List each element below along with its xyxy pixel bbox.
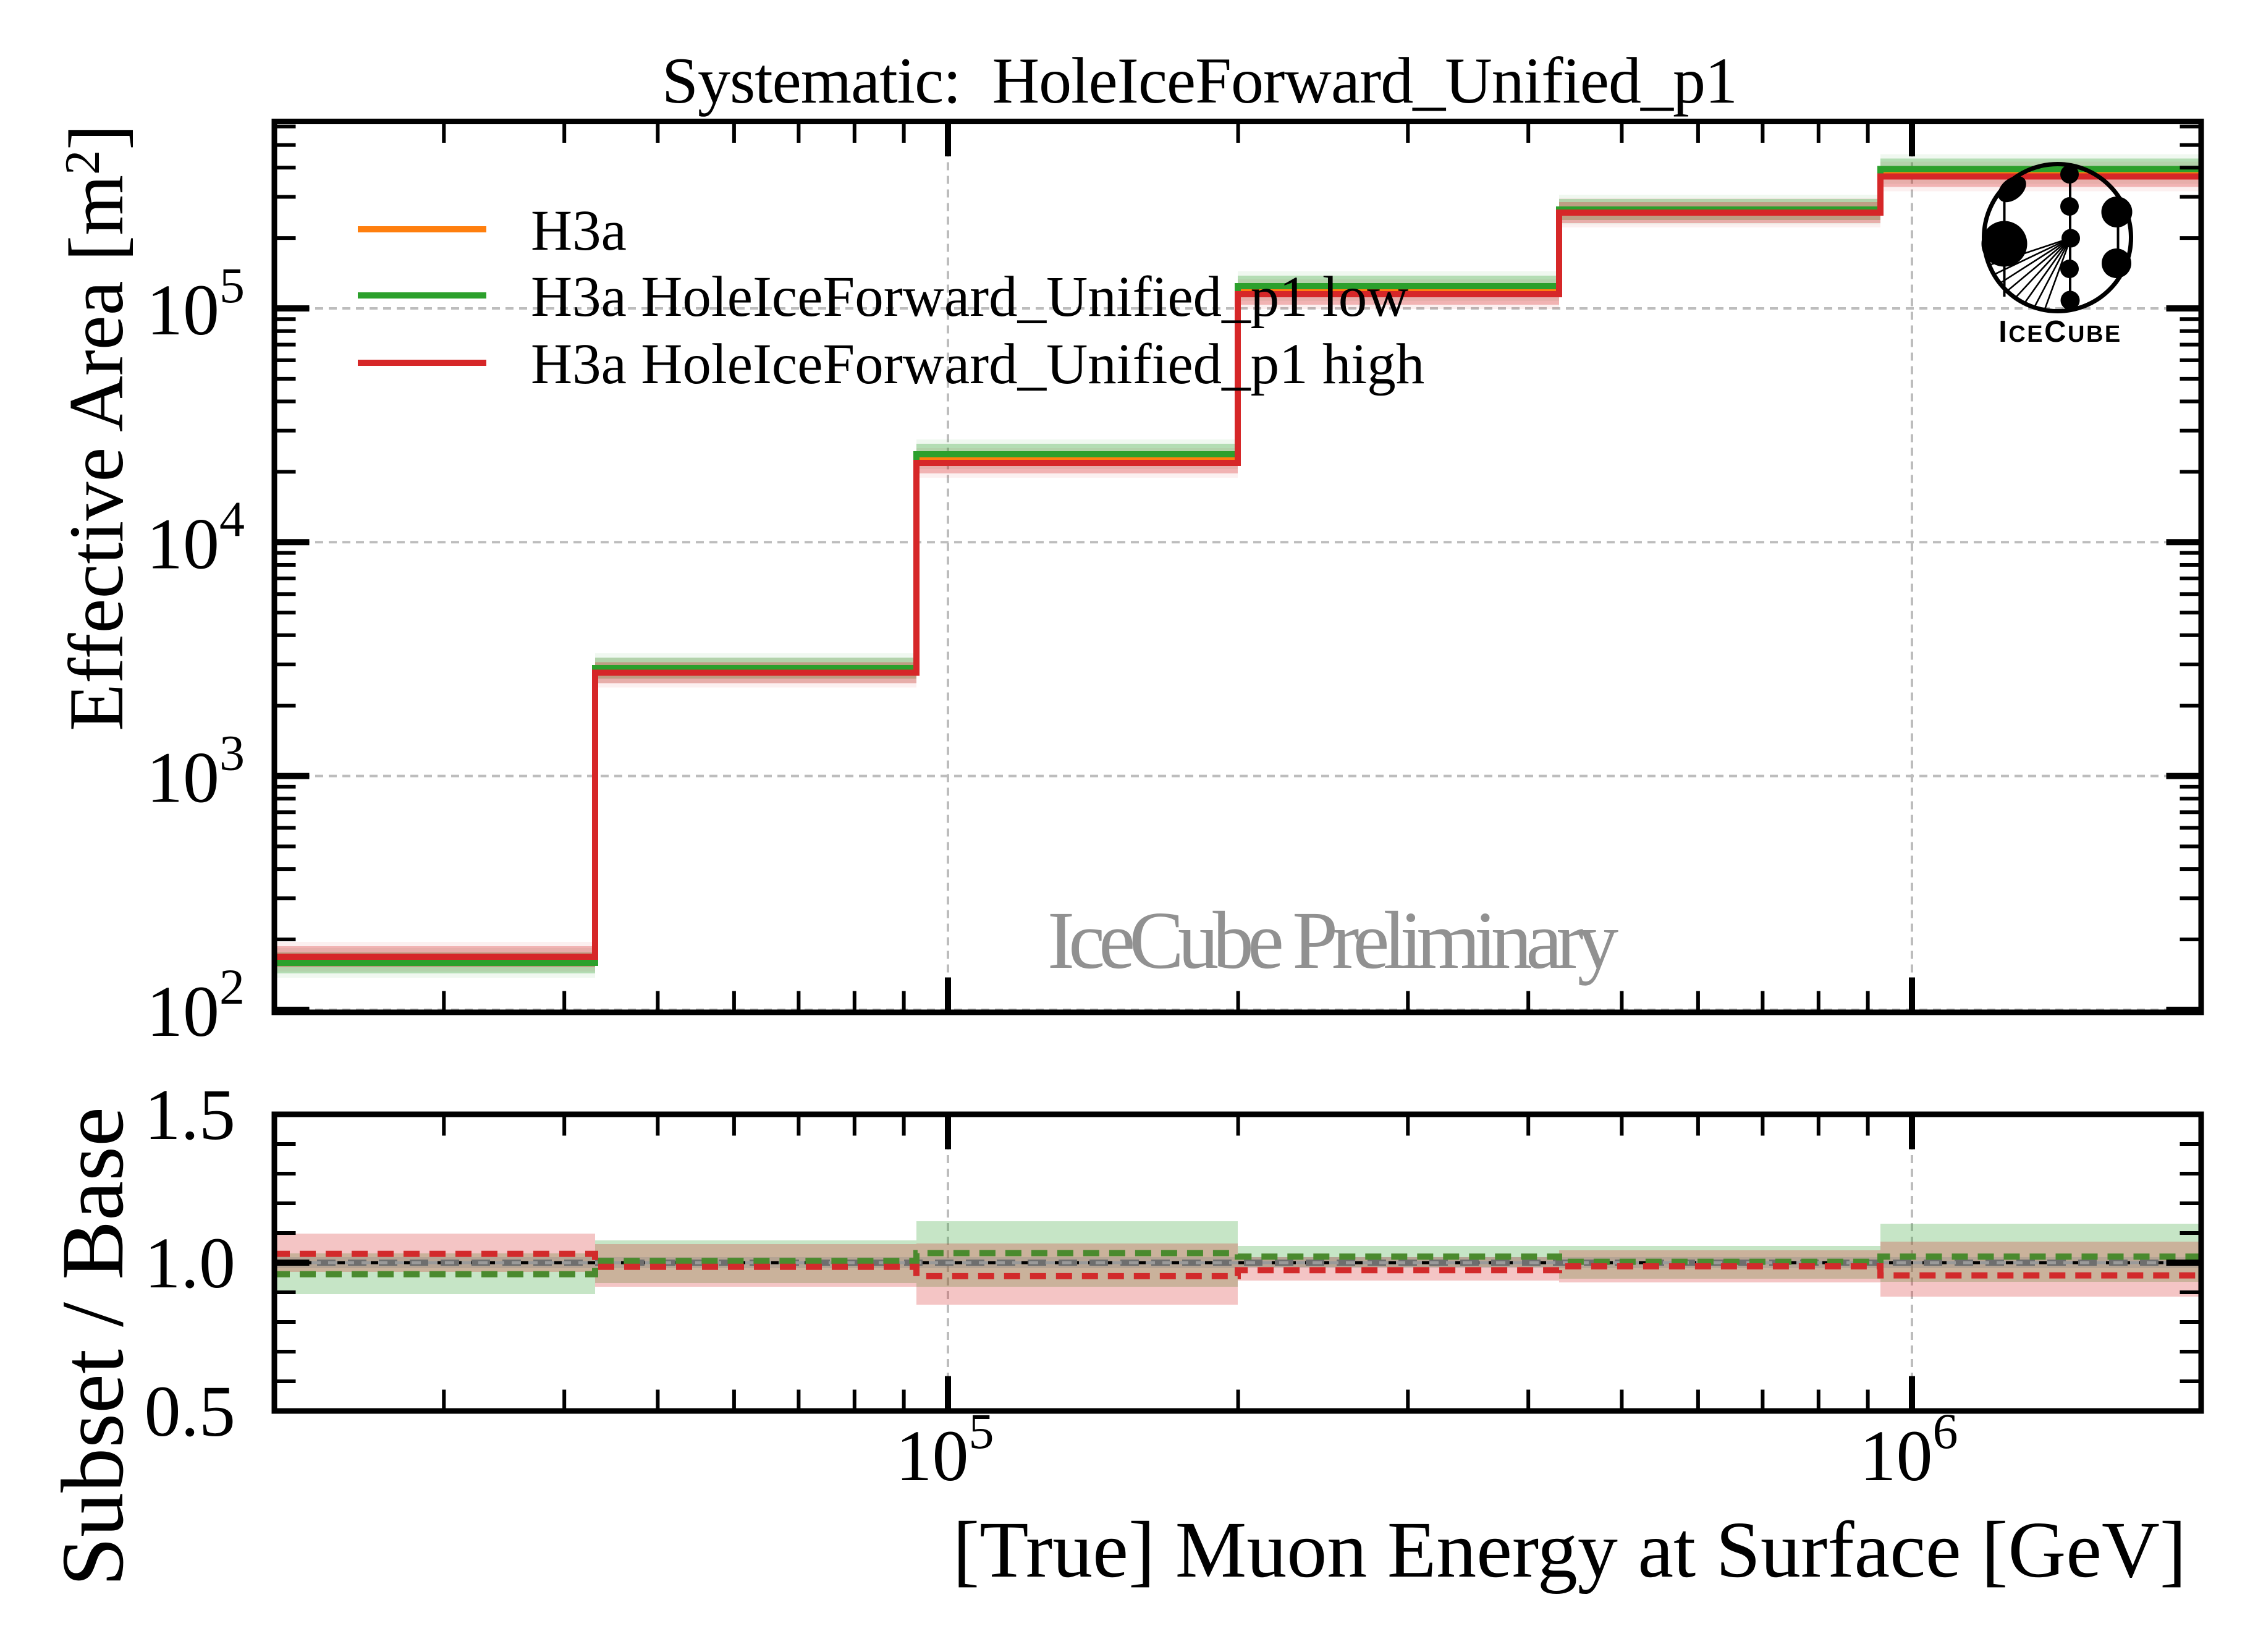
svg-text:H3a: H3a — [531, 199, 627, 263]
svg-text:1.0: 1.0 — [145, 1222, 236, 1303]
svg-text:ICECUBE: ICECUBE — [1998, 315, 2122, 349]
svg-text:0.5: 0.5 — [145, 1371, 236, 1452]
svg-text:Effective Area [m2]: Effective Area [m2] — [54, 124, 140, 731]
svg-text:105: 105 — [146, 257, 245, 350]
svg-text:1.5: 1.5 — [145, 1074, 236, 1155]
svg-text:H3a HoleIceForward_Unified_p1: H3a HoleIceForward_Unified_p1 low — [531, 265, 1408, 329]
svg-text:[True] Muon Energy at Surface: [True] Muon Energy at Surface [GeV] — [953, 1506, 2186, 1595]
svg-text:IceCube Preliminary: IceCube Preliminary — [1047, 894, 1618, 986]
svg-text:H3a HoleIceForward_Unified_p1: H3a HoleIceForward_Unified_p1 high — [531, 333, 1424, 396]
svg-text:Subset / Base: Subset / Base — [44, 1107, 142, 1586]
svg-text:Systematic: HoleIceForward_Un: Systematic: HoleIceForward_Unified_p1 — [662, 44, 1737, 117]
